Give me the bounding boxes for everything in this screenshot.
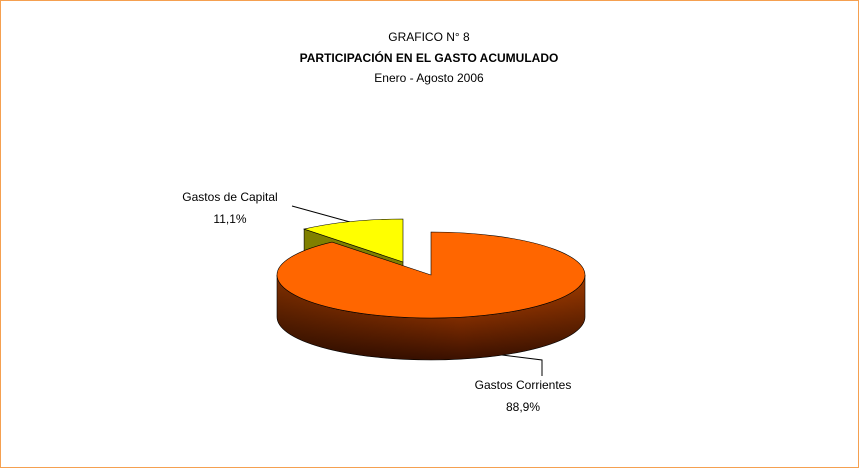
chart-title: PARTICIPACIÓN EN EL GASTO ACUMULADO — [300, 50, 559, 65]
chart-number: GRAFICO N° 8 — [388, 30, 470, 44]
slice-side-shade — [277, 275, 585, 360]
slice-value-label: 88,9% — [506, 400, 540, 414]
pie-slice — [276, 231, 586, 319]
chart-subtitle: Enero - Agosto 2006 — [374, 71, 484, 85]
slice-value-label: 11,1% — [213, 212, 246, 226]
slice-label: Gastos de Capital — [182, 190, 277, 204]
slice-label: Gastos Corrientes — [475, 378, 572, 392]
pie-slice — [302, 218, 404, 263]
leader-line — [291, 205, 351, 223]
